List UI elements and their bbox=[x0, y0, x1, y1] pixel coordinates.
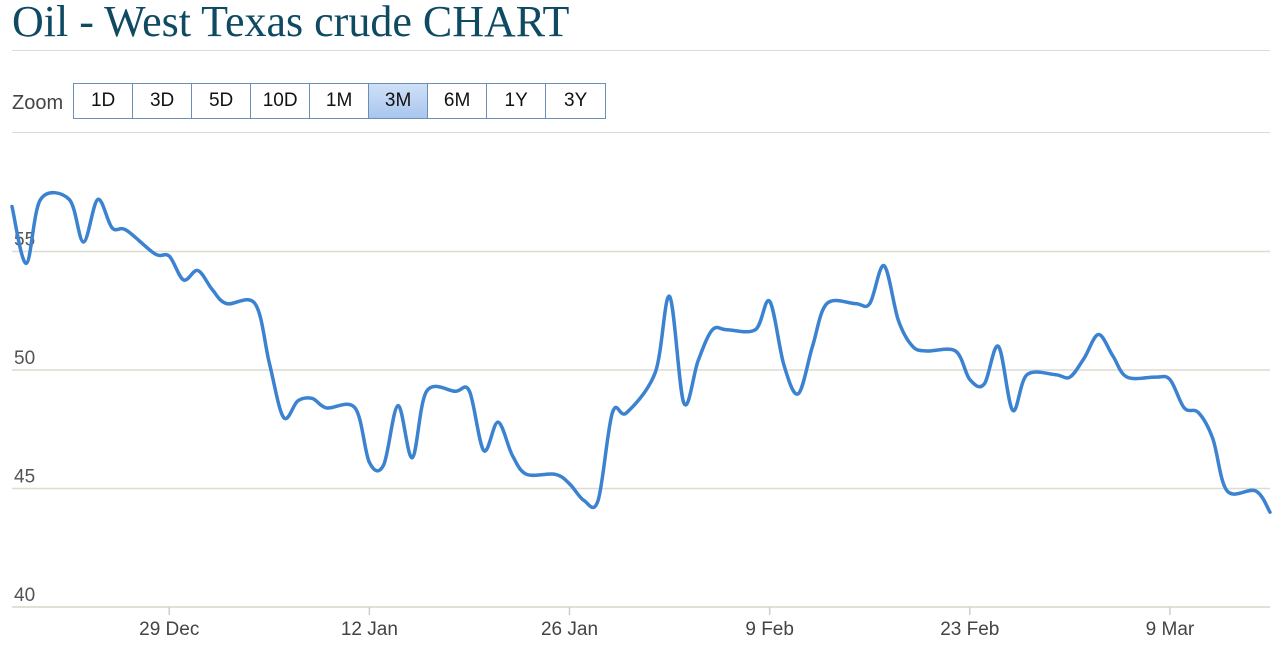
series-line bbox=[10, 190, 1272, 514]
x-axis: 29 Dec 12 Jan 26 Jan 9 Feb 23 Feb 9 Mar bbox=[12, 606, 1270, 640]
x-tick-label: 9 Mar bbox=[1146, 619, 1195, 640]
page-title: Oil - West Texas crude CHART bbox=[12, 0, 570, 46]
zoom-toolbar: Zoom 1D 3D 5D 10D 1M 3M 6M 1Y 3Y bbox=[12, 83, 607, 119]
x-tick-label: 12 Jan bbox=[341, 619, 398, 640]
x-tick-label: 9 Feb bbox=[745, 619, 794, 640]
x-tick-label: 26 Jan bbox=[541, 619, 598, 640]
title-divider bbox=[12, 50, 1270, 51]
zoom-10d-button[interactable]: 10D bbox=[251, 84, 311, 118]
zoom-3y-button[interactable]: 3Y bbox=[546, 84, 606, 118]
zoom-button-group: 1D 3D 5D 10D 1M 3M 6M 1Y 3Y bbox=[73, 83, 607, 119]
zoom-1y-button[interactable]: 1Y bbox=[487, 84, 547, 118]
zoom-1d-button[interactable]: 1D bbox=[74, 84, 134, 118]
series-layer bbox=[10, 190, 1272, 514]
zoom-1m-button[interactable]: 1M bbox=[310, 84, 370, 118]
grid-lines bbox=[12, 250, 1270, 608]
y-tick-label: 40 bbox=[14, 585, 35, 606]
y-tick-label: 45 bbox=[14, 467, 35, 488]
zoom-label: Zoom bbox=[12, 91, 64, 114]
zoom-3d-button[interactable]: 3D bbox=[133, 84, 193, 118]
zoom-3m-button[interactable]: 3M bbox=[369, 84, 429, 118]
toolbar-divider bbox=[12, 132, 1270, 133]
zoom-5d-button[interactable]: 5D bbox=[192, 84, 252, 118]
y-tick-label: 50 bbox=[14, 348, 35, 369]
x-tick-label: 23 Feb bbox=[940, 619, 999, 640]
x-tick-label: 29 Dec bbox=[139, 619, 199, 640]
zoom-6m-button[interactable]: 6M bbox=[428, 84, 488, 118]
